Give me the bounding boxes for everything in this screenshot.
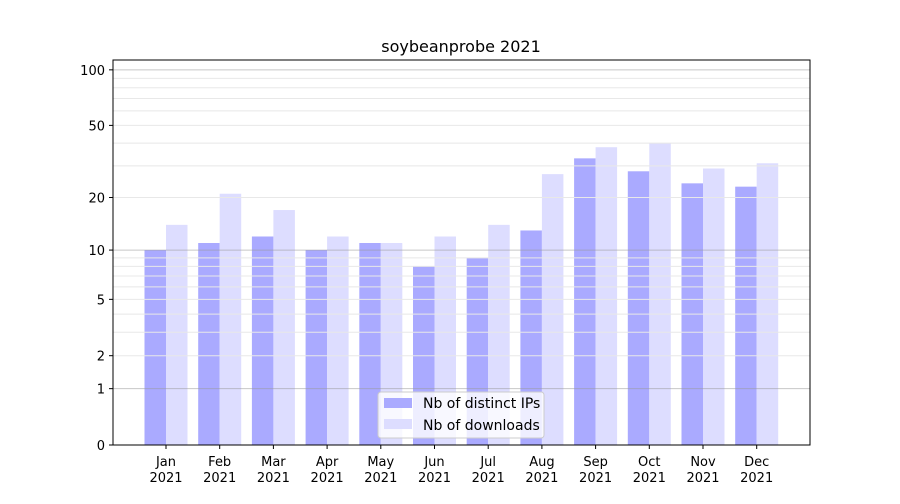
legend-swatch-downloads (384, 419, 412, 429)
x-tick-label: Apr (316, 455, 339, 470)
bar-downloads (541, 174, 564, 445)
x-tick-label: 2021 (740, 471, 773, 486)
x-tick-label: 2021 (203, 471, 236, 486)
bar-ips (144, 250, 166, 445)
bar-downloads (327, 236, 349, 445)
y-tick-label: 50 (88, 119, 105, 134)
x-tick-label: 2021 (579, 471, 612, 486)
bar-ips (735, 186, 757, 446)
bar-downloads (273, 210, 295, 445)
x-tick-label: 2021 (364, 471, 397, 486)
y-tick-label: 0 (97, 439, 105, 454)
y-tick-label: 10 (88, 244, 105, 259)
legend-label-ips: Nb of distinct IPs (423, 396, 540, 412)
y-tick-label: 2 (97, 350, 105, 365)
x-tick-label: 2021 (525, 471, 558, 486)
bar-ips (305, 250, 328, 445)
bar-downloads (703, 168, 725, 445)
y-tick-label: 5 (97, 293, 105, 308)
x-tick-label: Dec (744, 455, 769, 470)
x-tick-label: May (367, 455, 394, 470)
bar-downloads (595, 147, 618, 445)
bar-ips (251, 236, 274, 445)
x-tick-label: 2021 (686, 471, 719, 486)
chart-title: soybeanprobe 2021 (381, 37, 541, 56)
plot-frame (112, 59, 811, 446)
bar-ips (198, 243, 220, 445)
y-tick-label: 20 (88, 192, 105, 207)
x-tick-label: Jan (155, 455, 176, 470)
x-tick-label: 2021 (311, 471, 344, 486)
legend-box (377, 391, 545, 439)
x-tick-label: Jun (423, 455, 444, 470)
x-tick-label: Sep (583, 455, 608, 470)
grid (113, 69, 810, 390)
y-tick-label: 1 (97, 383, 105, 398)
bar-downloads (649, 143, 671, 445)
bar-downloads (166, 224, 188, 445)
bar-downloads (219, 193, 242, 445)
bar-ips (359, 243, 381, 445)
y-axis: 0 1 2 5 10 20 50 100 (80, 64, 113, 454)
x-axis: Jan2021Feb2021Mar2021Apr2021May2021Jun20… (149, 445, 773, 486)
bar-downloads (756, 163, 779, 445)
x-tick-label: Oct (638, 455, 660, 470)
x-tick-label: Nov (690, 455, 716, 470)
x-tick-label: 2021 (418, 471, 451, 486)
x-tick-label: 2021 (633, 471, 666, 486)
bar-downloads (488, 224, 510, 445)
x-tick-label: Mar (261, 455, 286, 470)
x-tick-label: Feb (208, 455, 231, 470)
x-tick-label: 2021 (472, 471, 505, 486)
legend-swatch-ips (384, 398, 412, 408)
y-tick-label: 100 (80, 64, 105, 79)
x-tick-label: 2021 (149, 471, 182, 486)
bar-ips (627, 171, 650, 445)
x-tick-label: Jul (479, 455, 496, 470)
x-tick-label: 2021 (257, 471, 290, 486)
legend: Nb of distinct IPs Nb of downloads (377, 391, 545, 439)
x-tick-label: Aug (529, 455, 554, 470)
legend-label-downloads: Nb of downloads (423, 418, 540, 434)
bar-ips (574, 158, 596, 445)
bar-ips (520, 230, 542, 445)
